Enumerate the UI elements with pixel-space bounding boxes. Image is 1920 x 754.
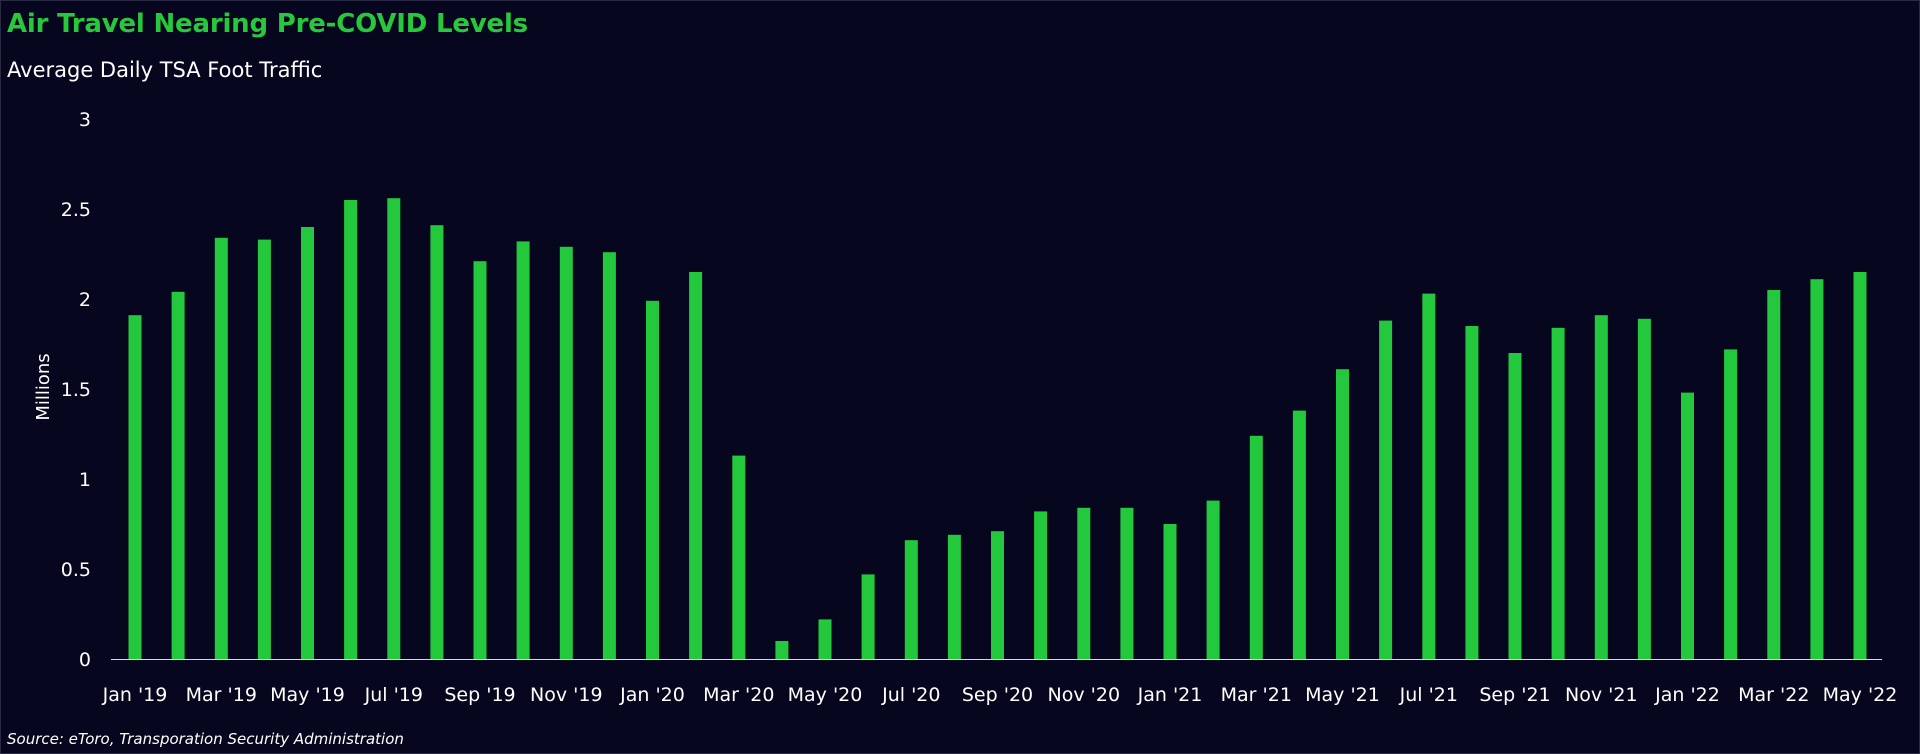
bar: [1034, 511, 1048, 659]
bar: [602, 252, 616, 659]
x-tick-label: May '19: [270, 684, 345, 706]
bar: [171, 291, 185, 659]
bar: [1853, 272, 1867, 659]
x-tick-label: Sep '20: [962, 684, 1033, 706]
bar: [1163, 524, 1177, 659]
bar: [861, 574, 875, 659]
y-tick-label: 0: [79, 649, 91, 671]
x-tick-label: May '21: [1305, 684, 1380, 706]
x-tick-label: Sep '19: [444, 684, 515, 706]
bar: [646, 300, 659, 659]
bar: [430, 225, 444, 659]
bar: [257, 239, 271, 659]
x-tick-label: Jan '20: [619, 684, 685, 706]
x-tick-label: Jan '22: [1654, 684, 1720, 706]
x-tick-label: Jul '21: [1399, 684, 1458, 706]
bar: [516, 241, 530, 659]
x-tick-label: Nov '21: [1565, 684, 1638, 706]
y-axis-ticks: 0 0.5 1 1.5 2 2.5 3: [61, 109, 91, 671]
bar: [1206, 500, 1220, 659]
bar: [473, 261, 487, 659]
bar: [387, 198, 401, 659]
chart-subtitle: Average Daily TSA Foot Traffic: [7, 58, 323, 82]
x-tick-label: Mar '20: [703, 684, 774, 706]
x-axis-ticks: Jan '19 Mar '19 May '19 Jul '19 Sep '19 Nov '…: [102, 684, 1898, 706]
x-tick-label: Jul '19: [364, 684, 423, 706]
y-tick-label: 2.5: [61, 199, 91, 221]
chart-title: Air Travel Nearing Pre-COVID Levels: [7, 9, 528, 39]
bar: [1767, 290, 1781, 659]
x-tick-label: Jan '19: [102, 684, 168, 706]
x-tick-label: Mar '22: [1738, 684, 1809, 706]
bar: [1594, 315, 1608, 659]
x-tick-label: Nov '19: [530, 684, 603, 706]
source-note: Source: eToro, Transporation Security Ad…: [7, 730, 404, 748]
bar: [301, 227, 314, 659]
x-tick-label: Mar '19: [186, 684, 257, 706]
bar: [1637, 318, 1651, 659]
y-tick-label: 2: [79, 289, 91, 311]
bar: [1465, 326, 1479, 659]
bar: [1681, 392, 1694, 659]
x-tick-label: May '22: [1823, 684, 1898, 706]
bar: [1077, 507, 1091, 659]
bar: [1292, 410, 1306, 659]
bar: [775, 641, 789, 659]
bar: [1724, 349, 1738, 659]
bar: [1810, 279, 1824, 659]
bar: [689, 272, 703, 659]
bars: [128, 198, 1867, 660]
y-axis-label: Millions: [33, 353, 54, 420]
x-tick-label: Sep '21: [1479, 684, 1550, 706]
y-tick-label: 0.5: [61, 559, 91, 581]
bar: [1551, 327, 1565, 659]
bar: [344, 200, 358, 659]
bar: [991, 531, 1004, 659]
y-tick-label: 1.5: [61, 379, 91, 401]
bar: [904, 540, 918, 659]
bar: [128, 315, 142, 659]
x-tick-label: Jan '21: [1137, 684, 1203, 706]
y-tick-label: 3: [79, 109, 91, 131]
bar: [1249, 435, 1263, 659]
bar: [947, 534, 961, 659]
bar: [214, 237, 228, 660]
x-tick-label: Jul '20: [881, 684, 940, 706]
y-tick-label: 1: [79, 469, 91, 491]
bar: [732, 455, 746, 659]
bar: [1120, 507, 1134, 659]
x-tick-label: Mar '21: [1221, 684, 1292, 706]
bar: [1422, 293, 1436, 659]
x-tick-label: May '20: [788, 684, 863, 706]
bar: [1336, 369, 1349, 659]
bar: [1379, 320, 1393, 659]
bar: [1508, 353, 1522, 659]
x-tick-label: Nov '20: [1048, 684, 1121, 706]
bar: [818, 619, 832, 659]
bar: [559, 246, 573, 660]
